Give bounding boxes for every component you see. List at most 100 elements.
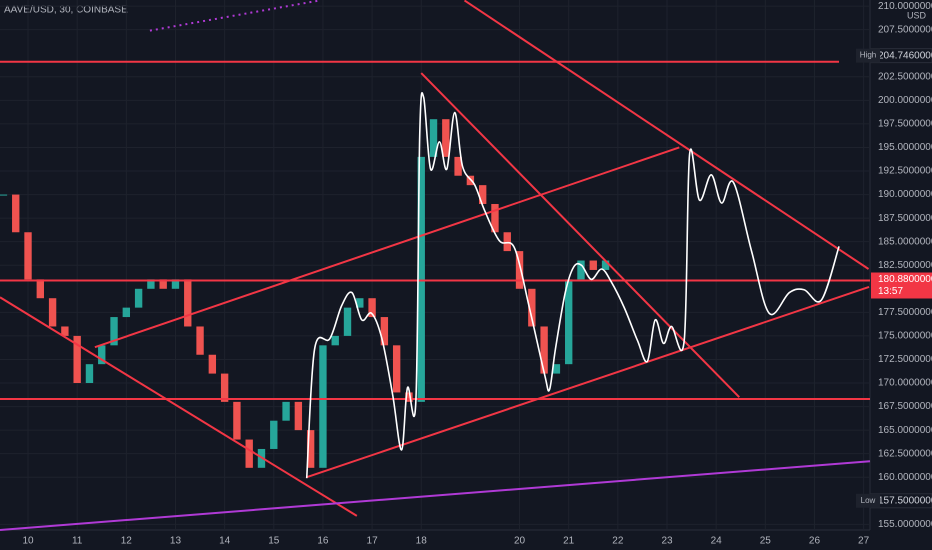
chart-title: AAVE/USD, 30, COINBASE bbox=[4, 5, 128, 16]
candle bbox=[478, 185, 487, 204]
candle bbox=[245, 439, 253, 468]
candle bbox=[417, 156, 425, 402]
price-label-tag bbox=[856, 493, 880, 508]
y-tick-label: 202.50000000 bbox=[878, 71, 932, 82]
x-tick-label: 15 bbox=[268, 536, 280, 547]
candle bbox=[184, 279, 192, 327]
candle bbox=[552, 364, 561, 374]
grid bbox=[0, 0, 870, 530]
trend-line bbox=[0, 296, 358, 517]
x-tick-label: 13 bbox=[170, 536, 182, 547]
candle bbox=[454, 156, 462, 176]
x-tick-label: 18 bbox=[416, 536, 428, 547]
y-tick-label: 187.50000000 bbox=[878, 213, 932, 224]
x-tick-label: 16 bbox=[317, 536, 329, 547]
x-tick-label: 11 bbox=[72, 536, 83, 547]
y-tick-label: 192.50000000 bbox=[878, 166, 932, 177]
projection-line bbox=[305, 92, 840, 479]
price-label-name: High bbox=[860, 51, 876, 60]
y-tick-label: 185.00000000 bbox=[878, 236, 932, 247]
x-tick-label: 25 bbox=[760, 536, 772, 547]
trend-line bbox=[94, 146, 680, 349]
y-tick-label: 170.00000000 bbox=[878, 378, 932, 389]
x-tick-label: 20 bbox=[514, 536, 526, 547]
trend-line bbox=[0, 460, 871, 531]
y-tick-label: 172.50000000 bbox=[878, 354, 932, 365]
y-tick-label: 182.50000000 bbox=[878, 260, 932, 271]
candle bbox=[122, 307, 131, 318]
candle bbox=[306, 430, 315, 468]
y-tick-label: 200.00000000 bbox=[878, 95, 932, 106]
candle bbox=[98, 345, 106, 365]
candle bbox=[540, 326, 548, 374]
candle bbox=[319, 345, 327, 468]
candle bbox=[61, 326, 69, 336]
y-tick-label: 177.50000000 bbox=[878, 307, 932, 318]
price-label-name: Low bbox=[861, 496, 876, 505]
y-tick-label: 160.00000000 bbox=[878, 472, 932, 483]
candle bbox=[356, 298, 364, 308]
y-tick-label: 197.50000000 bbox=[878, 119, 932, 130]
price-label-value: 204.74600000 bbox=[878, 50, 932, 61]
x-tick-label: 14 bbox=[219, 536, 231, 547]
x-tick-label: 10 bbox=[22, 536, 34, 547]
candle bbox=[343, 307, 352, 336]
candle bbox=[220, 373, 229, 402]
currency-label: USD bbox=[907, 10, 927, 20]
price-label-value: 157.50000000 bbox=[878, 495, 932, 506]
last-price-countdown: 13:57 bbox=[878, 286, 903, 297]
trend-line bbox=[463, 0, 870, 270]
candle bbox=[12, 194, 20, 233]
candle bbox=[73, 335, 81, 384]
x-tick-label: 17 bbox=[367, 536, 379, 547]
candle bbox=[392, 345, 401, 393]
x-tick-label: 21 bbox=[563, 536, 575, 547]
y-tick-label: 162.50000000 bbox=[878, 448, 932, 459]
y-tick-label: 175.00000000 bbox=[878, 331, 932, 342]
y-tick-label: 210.00000000 bbox=[878, 1, 932, 12]
candle bbox=[589, 260, 597, 270]
y-tick-label: 195.00000000 bbox=[878, 142, 932, 153]
x-tick-label: 26 bbox=[809, 536, 821, 547]
candle bbox=[294, 401, 303, 431]
candle bbox=[134, 288, 143, 308]
candle bbox=[442, 119, 450, 157]
candle bbox=[503, 232, 511, 252]
candle bbox=[24, 232, 32, 280]
candle bbox=[159, 279, 167, 289]
candle bbox=[85, 364, 94, 384]
y-tick-label: 190.00000000 bbox=[878, 189, 932, 200]
y-tick-label: 167.50000000 bbox=[878, 401, 932, 412]
candle bbox=[565, 279, 573, 365]
x-tick-label: 24 bbox=[711, 536, 723, 547]
candle bbox=[208, 354, 217, 374]
candle bbox=[110, 317, 118, 346]
candle bbox=[528, 288, 536, 327]
candle bbox=[491, 203, 499, 233]
candle bbox=[429, 119, 438, 157]
x-tick-label: 27 bbox=[858, 536, 870, 547]
x-tick-label: 23 bbox=[661, 536, 673, 547]
price-label-tag bbox=[856, 48, 880, 63]
x-tick-label: 22 bbox=[612, 536, 624, 547]
candle bbox=[380, 317, 389, 346]
candle bbox=[196, 326, 204, 355]
candle bbox=[0, 194, 8, 196]
candle bbox=[270, 420, 278, 449]
x-tick-label: 12 bbox=[121, 536, 133, 547]
trend-line bbox=[420, 72, 740, 398]
last-price-box bbox=[871, 272, 932, 299]
candle bbox=[233, 401, 241, 440]
candle bbox=[577, 260, 585, 280]
candle bbox=[36, 279, 44, 299]
candle bbox=[171, 279, 180, 289]
candle bbox=[282, 401, 290, 421]
y-tick-label: 165.00000000 bbox=[878, 425, 932, 436]
candle bbox=[331, 335, 339, 346]
candle bbox=[601, 260, 610, 270]
y-tick-label: 155.00000000 bbox=[878, 519, 932, 530]
candle bbox=[515, 251, 524, 289]
